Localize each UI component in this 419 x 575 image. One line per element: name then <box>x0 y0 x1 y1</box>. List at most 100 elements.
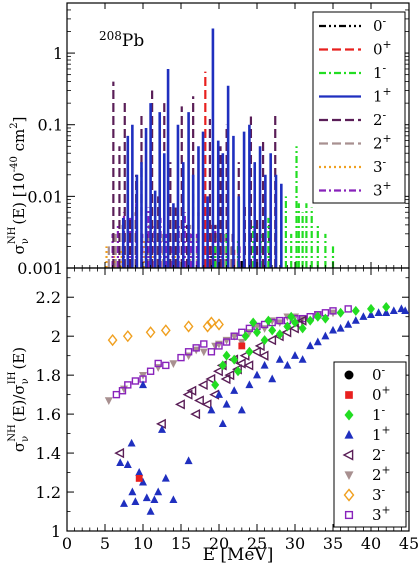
point-3--2 <box>145 326 156 339</box>
point-3+-12 <box>207 348 216 356</box>
point-2--13 <box>220 373 231 385</box>
bottom-legend-marker-3- <box>343 488 355 502</box>
point-1--7 <box>260 335 269 346</box>
point-1+-3 <box>131 497 140 505</box>
point-2+-6 <box>199 348 208 357</box>
bottom-xtick-label-2: 10 <box>133 534 153 553</box>
bottom-legend-marker-1+ <box>344 430 354 439</box>
point-1--6 <box>253 327 261 338</box>
point-1+-5 <box>139 477 147 486</box>
top-legend-label-0+: 0+ <box>373 38 392 58</box>
point-1+-6 <box>142 493 151 502</box>
bottom-xtick-label-4: 20 <box>209 534 229 553</box>
bottom-xtick-label-8: 40 <box>361 534 381 553</box>
point-1--9 <box>275 329 284 340</box>
point-3+-28 <box>329 307 337 315</box>
point-1+-36 <box>344 319 353 328</box>
point-1--18 <box>367 303 375 314</box>
point-2--6 <box>193 395 204 406</box>
bottom-xtick-label-9: 45 <box>399 534 419 553</box>
point-3--0 <box>107 333 118 347</box>
point-1+-14 <box>127 438 136 447</box>
point-3+-15 <box>230 332 238 340</box>
bottom-legend-marker-2+ <box>344 471 354 480</box>
point-1+-10 <box>161 473 170 482</box>
point-3--3 <box>160 324 171 337</box>
top-y-axis-label: σνNH(E) [10-40 cm2] <box>7 117 31 255</box>
point-1--0 <box>211 379 220 390</box>
point-1+-21 <box>230 386 239 394</box>
point-1+-12 <box>184 456 193 465</box>
point-1--12 <box>298 323 307 334</box>
bottom-legend-marker-2- <box>342 449 354 461</box>
point-1+-11 <box>169 495 178 504</box>
point-1--17 <box>351 305 360 316</box>
point-1+-41 <box>382 308 391 317</box>
point-1+-20 <box>222 399 231 408</box>
point-3+-8 <box>177 353 185 362</box>
top-ytick-label-2: 0.1 <box>38 116 63 135</box>
point-1+-26 <box>268 374 277 383</box>
bottom-xtick-label-5: 25 <box>247 534 267 553</box>
bottom-legend-label-0+: 0+ <box>372 384 391 404</box>
point-1+-7 <box>146 507 155 515</box>
point-1+-40 <box>374 308 383 317</box>
bottom-legend-label-0-: 0- <box>372 364 386 384</box>
bottom-legend-marker-0- <box>344 370 354 380</box>
point-2--0 <box>114 447 125 459</box>
bottom-ytick-label-3: 1.6 <box>36 405 61 424</box>
bottom-legend-label-3+: 3+ <box>372 504 391 524</box>
point-1--22 <box>287 311 296 322</box>
point-2--2 <box>174 399 185 410</box>
bottom-legend-label-2+: 2+ <box>372 464 391 484</box>
point-3+-11 <box>200 340 208 348</box>
point-2--3 <box>182 389 193 400</box>
point-1+-28 <box>283 360 292 369</box>
point-2+-4 <box>169 360 178 368</box>
point-1+-39 <box>367 310 375 318</box>
point-3+-14 <box>222 338 231 346</box>
point-1--20 <box>249 317 258 328</box>
point-1+-1 <box>123 460 132 468</box>
point-1+-13 <box>116 458 125 467</box>
point-2+-1 <box>120 385 128 394</box>
bottom-legend-label-1+: 1+ <box>372 424 391 444</box>
top-legend-box <box>312 11 406 204</box>
point-2--23 <box>266 334 277 346</box>
top-legend-label-3+: 3+ <box>373 179 392 199</box>
bottom-legend-label-2-: 2- <box>372 444 386 464</box>
bottom-ytick-label-5: 2 <box>51 327 61 346</box>
top-legend-label-2+: 2+ <box>373 132 392 152</box>
point-1--11 <box>291 317 299 328</box>
point-3+-7 <box>162 361 170 370</box>
point-2+-0 <box>104 397 113 405</box>
bottom-xtick-label-1: 5 <box>100 534 110 553</box>
point-3+-21 <box>276 316 284 325</box>
point-1+-42 <box>389 306 398 315</box>
point-1+-34 <box>329 325 337 334</box>
point-1+-27 <box>275 355 284 363</box>
point-2--20 <box>250 346 261 357</box>
bottom-ytick-label-2: 1.4 <box>36 444 61 463</box>
top-ytick-label-3: 1 <box>53 44 63 63</box>
point-1--3 <box>230 354 239 365</box>
point-1+-32 <box>313 337 322 346</box>
point-1--21 <box>264 315 273 326</box>
point-3--7 <box>214 318 224 331</box>
point-3+-29 <box>344 305 352 313</box>
point-1+-23 <box>245 380 254 389</box>
point-1+-31 <box>306 341 315 350</box>
point-1+-35 <box>336 323 345 332</box>
point-1+-16 <box>139 380 147 389</box>
point-1+-2 <box>128 487 137 496</box>
point-3--1 <box>122 330 133 343</box>
point-2--22 <box>258 350 269 361</box>
point-3+-10 <box>192 344 200 352</box>
top-legend-label-3-: 3- <box>373 156 387 176</box>
point-1+-0 <box>120 499 128 507</box>
point-1+-4 <box>135 468 144 476</box>
point-3--6 <box>206 316 217 329</box>
point-1+-15 <box>158 425 166 433</box>
